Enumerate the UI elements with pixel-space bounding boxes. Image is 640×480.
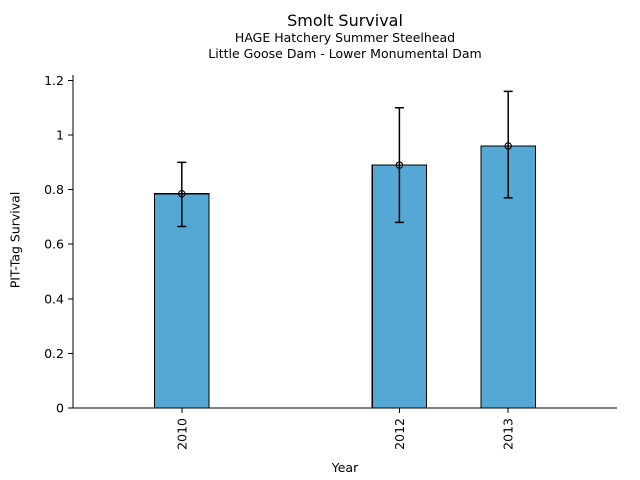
x-tick-label-2012: 2012 <box>392 418 407 450</box>
title-block: Smolt Survival HAGE Hatchery Summer Stee… <box>73 11 617 61</box>
y-axis-label: PIT-Tag Survival <box>7 191 23 289</box>
x-tick-label-2010: 2010 <box>174 418 189 450</box>
bar-2010 <box>154 193 210 409</box>
y-tick-label-1.2: 1.2 <box>44 73 64 88</box>
x-tick-label-2013: 2013 <box>501 418 516 450</box>
chart-subtitle-line-2: Little Goose Dam - Lower Monumental Dam <box>208 45 482 61</box>
x-axis-label: Year <box>331 460 359 475</box>
point-marker-2010 <box>178 189 186 198</box>
y-tick-label-0.8: 0.8 <box>44 182 64 197</box>
y-tick-label-0: 0 <box>56 401 64 416</box>
y-tick-label-0.2: 0.2 <box>44 346 64 361</box>
y-tick-label-0.6: 0.6 <box>44 237 64 252</box>
chart-subtitle-line-1: HAGE Hatchery Summer Steelhead <box>234 30 456 45</box>
chart-title: Smolt Survival <box>287 11 403 30</box>
y-tick-label-0.4: 0.4 <box>44 291 64 306</box>
y-tick-label-1: 1 <box>56 128 64 143</box>
point-marker-2013 <box>504 142 512 150</box>
point-marker-2012 <box>395 161 404 169</box>
